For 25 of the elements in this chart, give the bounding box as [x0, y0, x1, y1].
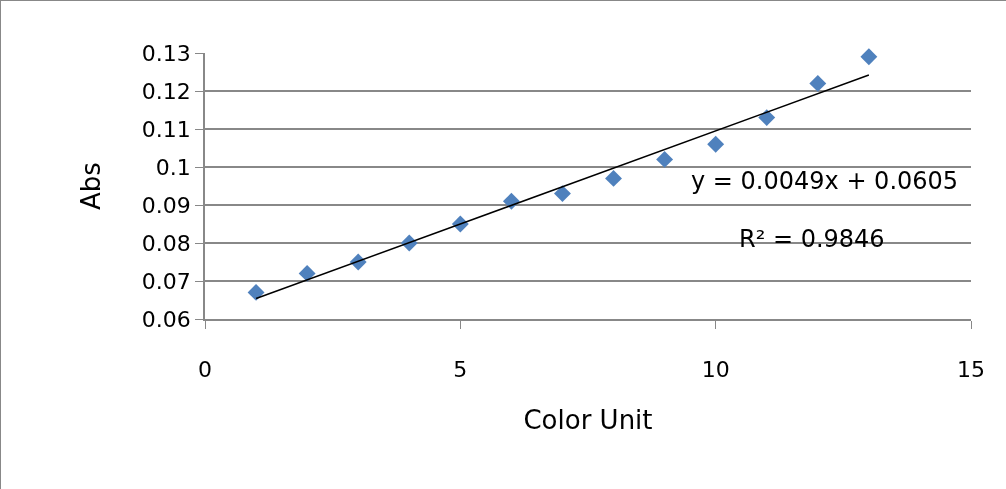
point: [707, 135, 725, 153]
y-tick-label: 0.1: [155, 154, 191, 180]
x-tick-label: 5: [453, 357, 468, 383]
point: [554, 185, 571, 203]
point: [605, 169, 622, 187]
y-tick-label: 0.07: [141, 268, 191, 294]
point: [656, 150, 674, 168]
y-tick-label: 0.06: [141, 306, 191, 332]
x-tick-label: 0: [198, 357, 212, 383]
y-tick-label: 0.13: [141, 40, 191, 66]
y-axis-title: Abs: [75, 162, 106, 210]
y-tick-label: 0.12: [141, 78, 191, 104]
x-tick-label: 15: [957, 357, 985, 383]
point: [298, 264, 316, 282]
point: [758, 109, 776, 127]
point: [860, 48, 878, 66]
point: [809, 74, 827, 92]
y-tick-label: 0.08: [141, 230, 191, 256]
annotation: R² = 0.9846: [739, 225, 885, 253]
y-tick-label: 0.09: [141, 192, 191, 218]
x-tick-label: 10: [701, 357, 730, 383]
x-axis-title: Color Unit: [523, 405, 653, 436]
annotation: y = 0.0049x + 0.0605: [691, 167, 959, 195]
y-tick-label: 0.11: [141, 116, 191, 142]
point: [247, 283, 265, 301]
